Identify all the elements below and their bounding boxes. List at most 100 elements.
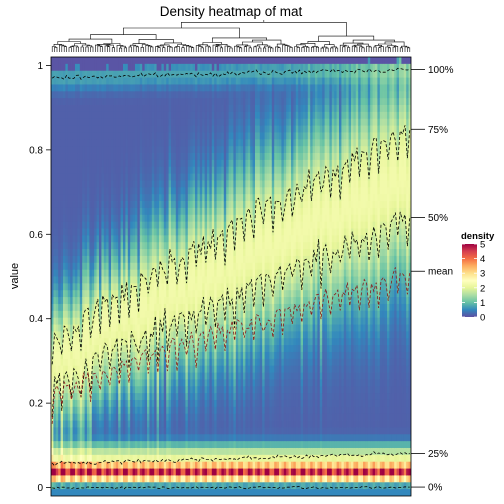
heatmap-cell: [166, 434, 169, 442]
heatmap-cell: [202, 125, 205, 133]
heatmap-cell: [183, 139, 186, 147]
heatmap-cell: [168, 269, 172, 277]
heatmap-cell: [173, 235, 177, 243]
heatmap-cell: [60, 146, 64, 154]
heatmap-cell: [51, 105, 54, 113]
heatmap-cell: [221, 262, 225, 271]
heatmap-cell: [84, 235, 88, 243]
heatmap-cell: [173, 386, 177, 394]
heatmap-cell: [58, 324, 61, 332]
heatmap-cell: [202, 406, 205, 415]
heatmap-cell: [209, 214, 213, 223]
heatmap-cell: [171, 249, 174, 257]
heatmap-cell: [178, 317, 181, 325]
heatmap-cell: [142, 434, 145, 442]
heatmap-cell: [77, 139, 81, 147]
heatmap-cell: [79, 153, 83, 161]
heatmap-cell: [199, 447, 203, 456]
heatmap-cell: [94, 489, 97, 496]
dendrogram-branch: [289, 47, 293, 52]
heatmap-cell: [139, 434, 143, 442]
heatmap-cell: [118, 406, 121, 415]
heatmap-cell: [151, 269, 155, 277]
heatmap-cell: [151, 249, 155, 257]
heatmap-cell: [151, 358, 155, 367]
heatmap-cell: [223, 345, 227, 353]
heatmap-cell: [113, 242, 117, 250]
heatmap-cell: [166, 482, 169, 490]
heatmap-cell: [175, 132, 179, 140]
heatmap-cell: [209, 482, 213, 490]
heatmap-cell: [214, 125, 217, 133]
heatmap-cell: [190, 283, 193, 291]
heatmap-cell: [99, 338, 102, 346]
heatmap-cell: [180, 118, 184, 126]
heatmap-cell: [91, 276, 95, 284]
heatmap-cell: [161, 269, 165, 277]
heatmap-cell: [111, 331, 114, 339]
heatmap-cell: [151, 345, 155, 353]
heatmap-cell: [154, 406, 157, 415]
heatmap-cell: [70, 468, 73, 476]
heatmap-cell: [173, 324, 177, 332]
heatmap-cell: [151, 242, 155, 250]
heatmap-cell: [147, 166, 150, 175]
heatmap-cell: [55, 413, 59, 421]
heatmap-cell: [55, 386, 59, 394]
heatmap-cell: [72, 475, 76, 483]
heatmap-cell: [135, 461, 138, 469]
heatmap-cell: [199, 98, 203, 106]
heatmap-cell: [228, 338, 232, 346]
heatmap-cell: [159, 351, 162, 360]
heatmap-cell: [166, 187, 169, 195]
heatmap-cell: [70, 207, 73, 216]
heatmap-cell: [118, 358, 121, 367]
heatmap-cell: [197, 283, 201, 291]
heatmap-cell: [197, 454, 201, 463]
heatmap-cell: [60, 420, 64, 428]
heatmap-cell: [123, 447, 126, 456]
heatmap-cell: [70, 454, 73, 463]
heatmap-cell: [67, 386, 71, 394]
heatmap-cell: [135, 118, 138, 126]
heatmap-cell: [84, 379, 88, 387]
heatmap-cell: [96, 317, 100, 325]
heatmap-cell: [130, 482, 133, 490]
heatmap-cell: [142, 468, 145, 476]
heatmap-cell: [125, 297, 129, 305]
heatmap-cell: [223, 290, 227, 298]
heatmap-cell: [96, 207, 100, 216]
heatmap-cell: [63, 269, 66, 277]
heatmap-cell: [135, 324, 138, 332]
heatmap-cell: [99, 399, 102, 408]
heatmap-cell: [84, 255, 88, 264]
heatmap-cell: [84, 427, 88, 435]
heatmap-cell: [173, 125, 177, 133]
heatmap-cell: [202, 207, 205, 216]
heatmap-cell: [96, 146, 100, 154]
heatmap-cell: [180, 98, 184, 106]
heatmap-cell: [60, 482, 64, 490]
heatmap-cell: [70, 297, 73, 305]
heatmap-cell: [175, 475, 179, 483]
heatmap-cell: [79, 386, 83, 394]
heatmap-cell: [111, 91, 114, 99]
heatmap-cell: [137, 351, 141, 360]
heatmap-cell: [125, 187, 129, 195]
heatmap-cell: [180, 255, 184, 264]
heatmap-cell: [60, 379, 64, 387]
heatmap-cell: [130, 358, 133, 367]
heatmap-cell: [118, 255, 121, 264]
heatmap-cell: [159, 242, 162, 250]
heatmap-cell: [228, 98, 232, 106]
heatmap-cell: [163, 358, 167, 367]
heatmap-cell: [84, 303, 88, 312]
heatmap-cell: [101, 132, 105, 140]
dendrogram-branch: [90, 46, 94, 52]
heatmap-cell: [94, 118, 97, 126]
heatmap-cell: [175, 63, 179, 72]
heatmap-cell: [178, 235, 181, 243]
heatmap-cell: [77, 105, 81, 113]
heatmap-cell: [55, 57, 59, 65]
heatmap-cell: [115, 393, 119, 401]
